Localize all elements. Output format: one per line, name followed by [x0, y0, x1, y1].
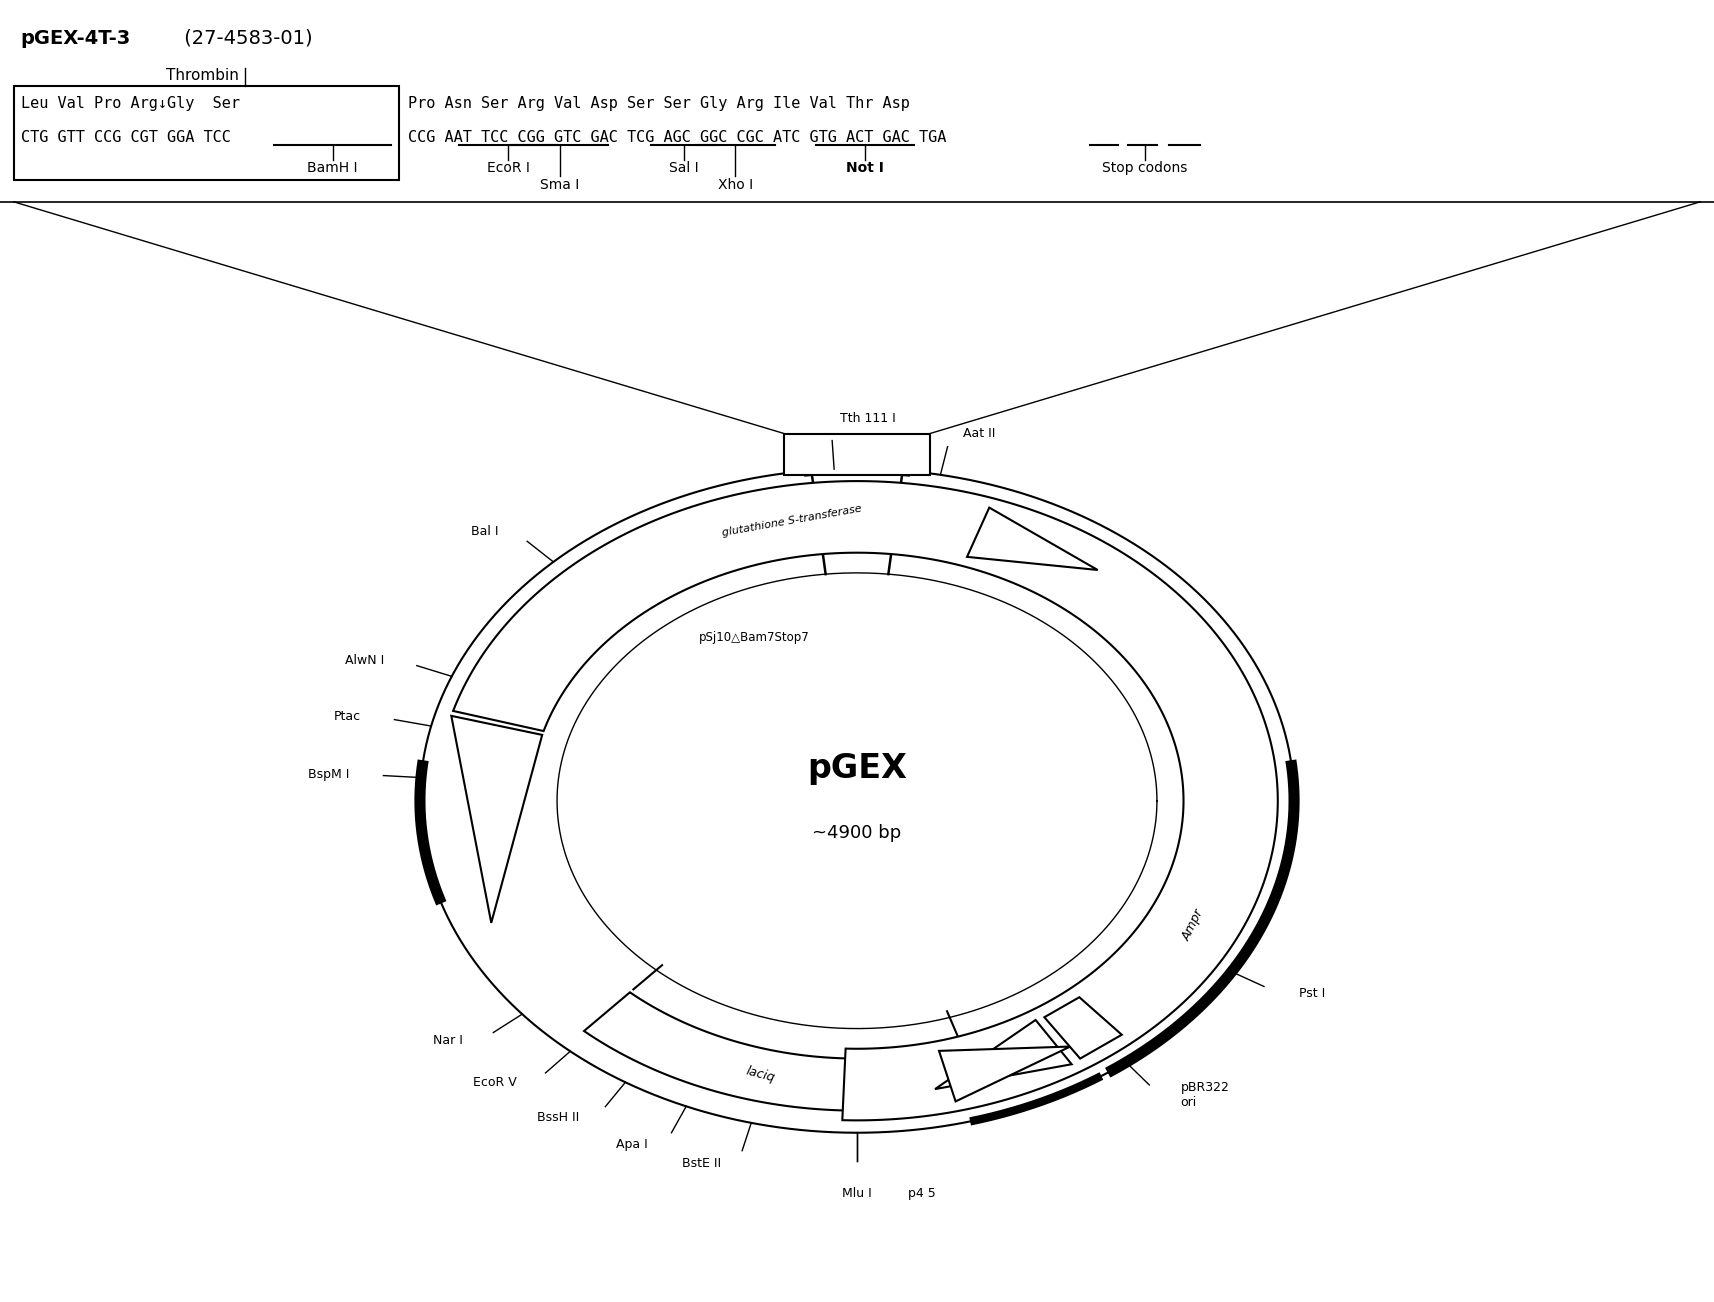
Text: Thrombin: Thrombin: [166, 68, 238, 83]
Text: CTG GTT CCG CGT GGA TCC: CTG GTT CCG CGT GGA TCC: [21, 130, 230, 146]
Text: pSj10△Bam7Stop7: pSj10△Bam7Stop7: [699, 631, 809, 644]
Bar: [785, 434, 929, 475]
Text: Pst I: Pst I: [1299, 987, 1325, 1000]
Polygon shape: [1037, 758, 1265, 1064]
Text: Apa I: Apa I: [615, 1138, 648, 1151]
Text: ~4900 bp: ~4900 bp: [812, 824, 902, 842]
Text: AlwN I: AlwN I: [345, 654, 384, 667]
Text: Mlu I: Mlu I: [842, 1187, 872, 1200]
Text: Sma I: Sma I: [540, 178, 579, 193]
Text: Tth 111 I: Tth 111 I: [840, 411, 896, 424]
Text: Ptac: Ptac: [334, 710, 360, 723]
Polygon shape: [1044, 997, 1121, 1059]
Text: BstE II: BstE II: [682, 1156, 722, 1169]
Text: Stop codons: Stop codons: [1102, 161, 1188, 176]
Text: EcoR I: EcoR I: [487, 161, 530, 176]
Text: BssH II: BssH II: [536, 1111, 579, 1124]
Bar: [14, 86, 399, 180]
Polygon shape: [967, 508, 1097, 570]
Text: CCG AAT TCC CGG GTC GAC TCG AGC GGC CGC ATC GTG ACT GAC TGA: CCG AAT TCC CGG GTC GAC TCG AGC GGC CGC …: [408, 130, 946, 146]
Text: EcoR V: EcoR V: [473, 1077, 518, 1090]
Text: Bal I: Bal I: [471, 526, 499, 539]
Text: Nar I: Nar I: [434, 1034, 463, 1047]
Polygon shape: [939, 1047, 1070, 1101]
Text: Sal I: Sal I: [668, 161, 699, 176]
Text: Leu Val Pro Arg↓Gly  Ser: Leu Val Pro Arg↓Gly Ser: [21, 96, 240, 112]
Text: (27-4583-01): (27-4583-01): [178, 29, 314, 48]
Text: Not I: Not I: [845, 161, 884, 176]
Text: BamH I: BamH I: [307, 161, 358, 176]
Polygon shape: [451, 716, 542, 923]
Text: Ampr: Ampr: [1179, 907, 1207, 943]
Text: laciq: laciq: [744, 1065, 776, 1085]
Polygon shape: [452, 482, 1277, 1120]
Text: Aat II: Aat II: [963, 427, 996, 440]
Polygon shape: [605, 491, 987, 598]
Text: p4 5: p4 5: [908, 1187, 936, 1200]
Text: BspM I: BspM I: [309, 768, 350, 781]
Text: Xho I: Xho I: [718, 178, 752, 193]
Text: Pro Asn Ser Arg Val Asp Ser Ser Gly Arg Ile Val Thr Asp: Pro Asn Ser Arg Val Asp Ser Ser Gly Arg …: [408, 96, 910, 112]
Text: glutathione S-transferase: glutathione S-transferase: [722, 504, 862, 539]
Polygon shape: [584, 992, 955, 1111]
Text: pGEX: pGEX: [807, 751, 907, 785]
Text: pBR322
ori: pBR322 ori: [1181, 1081, 1229, 1109]
Polygon shape: [936, 1019, 1071, 1088]
Text: pGEX-4T-3: pGEX-4T-3: [21, 29, 130, 48]
